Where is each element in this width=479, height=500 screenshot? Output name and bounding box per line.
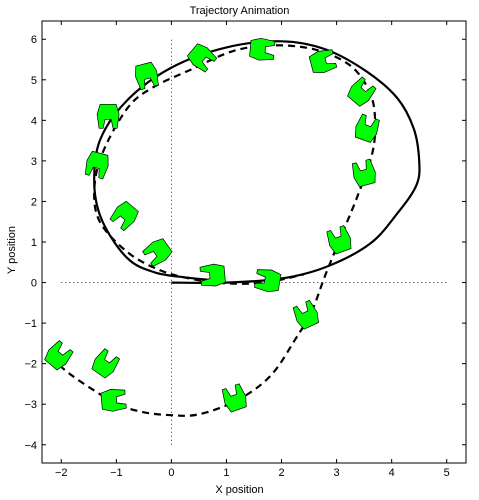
y-tick-label: −3 (24, 399, 37, 411)
robot-marker-3 (100, 389, 127, 412)
y-tick-label: −4 (24, 440, 37, 452)
robot-marker-8 (354, 113, 380, 143)
x-tick-label: 1 (223, 467, 229, 479)
y-tick-label: 5 (31, 75, 37, 87)
x-axis-label: X position (215, 484, 264, 496)
robot-marker-12 (186, 43, 218, 73)
y-tick-label: 0 (31, 278, 37, 290)
robot-marker-16 (109, 200, 139, 232)
robot-marker-15 (84, 150, 109, 180)
chart-title: Trajectory Animation (189, 5, 290, 17)
axes-frame: −2 −1 0 1 2 3 4 5 −4 −3 −2 −1 0 1 2 3 4 5 6 (24, 20, 467, 479)
y-tick-label: 3 (31, 156, 37, 168)
y-tick-label: 2 (31, 196, 37, 208)
robot-marker-6 (326, 225, 352, 255)
y-tick-label: −2 (24, 359, 37, 371)
robot-marker-4 (221, 383, 247, 413)
x-tick-label: 3 (334, 467, 340, 479)
robot-marker-13 (135, 61, 159, 91)
x-tick-label: 5 (444, 467, 450, 479)
robot-marker-10 (308, 49, 338, 74)
robot-marker-5 (292, 299, 319, 330)
y-tick-label: 6 (31, 34, 37, 46)
robot-marker-2 (91, 348, 121, 379)
robot-marker-14 (96, 103, 120, 129)
robot-marker-11 (249, 37, 276, 61)
solid-trajectory-line (93, 40, 421, 284)
plot-area (44, 37, 447, 445)
robot-marker-9 (347, 76, 377, 107)
y-tick-label: −1 (24, 318, 37, 330)
y-axis-label: Y position (6, 225, 18, 275)
robot-marker-7 (351, 158, 376, 188)
y-tick-label: 4 (31, 115, 37, 127)
robot-marker-18 (199, 263, 226, 287)
x-tick-label: 2 (278, 467, 284, 479)
y-tick-label: 1 (31, 237, 37, 249)
x-tick-label: −1 (110, 467, 123, 479)
x-tick-label: −2 (55, 467, 68, 479)
x-tick-label: 4 (389, 467, 395, 479)
robot-marker-1 (44, 340, 74, 371)
robot-marker-17 (142, 238, 173, 267)
robot-marker-19 (254, 269, 282, 293)
x-tick-label: 0 (168, 467, 174, 479)
